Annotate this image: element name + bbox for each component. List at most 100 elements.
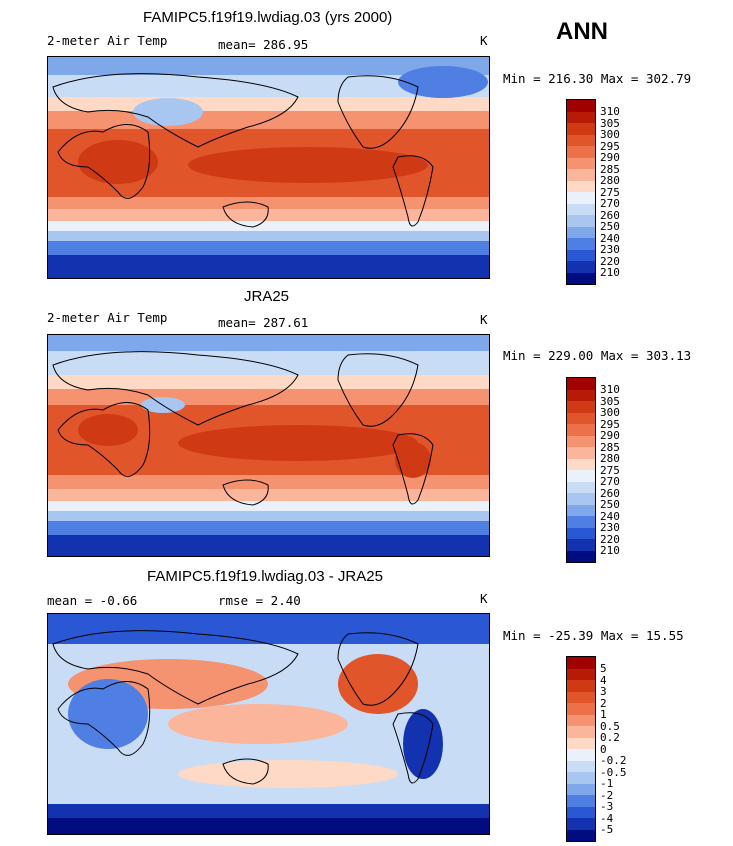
panel1-colorbar-swatch: [567, 238, 595, 250]
panel2-colorbar-swatch: [567, 458, 595, 470]
colorbar-label: 250: [600, 498, 620, 511]
colorbar-label: 0.5: [600, 719, 620, 733]
panel3-colorbar-swatch: [567, 668, 595, 680]
colorbar-label: 4: [600, 673, 607, 687]
panel1-colorbar-labels: 310 305 300 295 290 285 280 275 270 260 …: [600, 106, 620, 284]
colorbar-label: 240: [600, 509, 620, 523]
colorbar-label: 5: [600, 662, 607, 675]
panel3-mean: mean = -0.66: [47, 593, 138, 608]
panel2-colorbar-swatch: [567, 447, 595, 459]
panel1-mean: mean= 286.95: [218, 37, 309, 52]
panel2-minmax: Min = 229.00 Max = 303.13: [503, 348, 692, 363]
panel3-colorbar-swatch: [567, 657, 595, 669]
colorbar-label: 230: [600, 243, 620, 256]
panel2-colorbar-swatch: [567, 516, 595, 528]
colorbar-label: 270: [600, 475, 620, 488]
colorbar-label: 285: [600, 162, 620, 176]
colorbar-label: 2: [600, 696, 607, 710]
panel3-minmax: Min = -25.39 Max = 15.55: [503, 628, 684, 643]
panel2-colorbar-swatch: [567, 527, 595, 539]
panel3-colorbar-swatch: [567, 726, 595, 738]
panel1-colorbar-swatch: [567, 215, 595, 227]
panel3-colorbar-swatch: [567, 714, 595, 726]
panel2-colorbar-swatch: [567, 493, 595, 505]
colorbar-label: -3: [600, 800, 614, 813]
colorbar-label: 1: [600, 708, 607, 721]
colorbar-label: 250: [600, 220, 620, 233]
panel1-colorbar-swatch: [567, 203, 595, 215]
panel3-rmse: rmse = 2.40: [218, 593, 301, 608]
panel1-colorbar-swatch: [567, 111, 595, 123]
colorbar-label: -5: [600, 823, 614, 836]
panel1-colorbar-swatch: [567, 180, 595, 192]
panel3-colorbar-swatch: [567, 772, 595, 784]
colorbar-label: 300: [600, 128, 620, 141]
panel1-colorbar-swatch: [567, 249, 595, 261]
colorbar-label: 260: [600, 486, 620, 500]
colorbar-label: -1: [600, 777, 614, 790]
panel2-colorbar-swatch: [567, 550, 595, 562]
panel3-colorbar-swatch: [567, 806, 595, 818]
panel1-colorbar-swatch: [567, 146, 595, 158]
colorbar-label: 285: [600, 440, 620, 454]
colorbar-label: 290: [600, 429, 620, 442]
panel3-colorbar-swatch: [567, 829, 595, 841]
colorbar-label: -0.5: [600, 765, 627, 779]
panel2-colorbar: [566, 377, 596, 563]
panel3-colorbar-swatch: [567, 795, 595, 807]
panel3-map: [47, 613, 490, 835]
panel2-units: K: [480, 312, 488, 327]
panel2-colorbar-swatch: [567, 539, 595, 551]
colorbar-label: 230: [600, 521, 620, 534]
panel2-colorbar-swatch: [567, 435, 595, 447]
colorbar-label: 275: [600, 185, 620, 199]
colorbar-label: 275: [600, 463, 620, 477]
panel1-colorbar-swatch: [567, 157, 595, 169]
panel2-variable-label: 2-meter Air Temp: [47, 310, 168, 325]
panel2-colorbar-swatch: [567, 378, 595, 390]
panel3-title: FAMIPC5.f19f19.lwdiag.03 - JRA25: [147, 568, 383, 585]
colorbar-label: 310: [600, 105, 620, 118]
panel1-colorbar-swatch: [567, 169, 595, 181]
colorbar-label: 295: [600, 139, 620, 153]
colorbar-label: 210: [600, 544, 620, 557]
colorbar-label: 260: [600, 208, 620, 222]
panel3-colorbar-swatch: [567, 818, 595, 830]
colorbar-label: 270: [600, 197, 620, 210]
panel1-colorbar-swatch: [567, 226, 595, 238]
colorbar-label: 310: [600, 383, 620, 396]
panel3-colorbar-swatch: [567, 760, 595, 772]
colorbar-label: 0.2: [600, 731, 620, 744]
colorbar-label: 300: [600, 406, 620, 419]
colorbar-label: 295: [600, 417, 620, 431]
colorbar-label: 305: [600, 394, 620, 408]
panel1-map: [47, 56, 490, 279]
colorbar-label: -4: [600, 811, 614, 825]
colorbar-label: 305: [600, 116, 620, 130]
colorbar-label: 220: [600, 254, 620, 268]
panel1-minmax: Min = 216.30 Max = 302.79: [503, 71, 692, 86]
colorbar-label: 280: [600, 174, 620, 187]
panel1-colorbar: [566, 99, 596, 285]
panel2-colorbar-swatch: [567, 481, 595, 493]
panel2-colorbar-swatch: [567, 504, 595, 516]
panel2-colorbar-swatch: [567, 389, 595, 401]
panel3-colorbar-swatch: [567, 691, 595, 703]
colorbar-label: 220: [600, 532, 620, 546]
panel3-colorbar-swatch: [567, 737, 595, 749]
panel3-colorbar-labels: 5 4 3 2 1 0.5 0.2 0 -0.2 -0.5 -1 -2 -3 -…: [600, 663, 627, 841]
season-label: ANN: [556, 18, 608, 45]
panel1-colorbar-swatch: [567, 123, 595, 135]
panel3-colorbar: [566, 656, 596, 842]
colorbar-label: -0.2: [600, 754, 627, 767]
panel2-colorbar-labels: 310 305 300 295 290 285 280 275 270 260 …: [600, 384, 620, 562]
colorbar-label: 0: [600, 742, 607, 756]
panel1-colorbar-swatch: [567, 100, 595, 112]
panel1-units: K: [480, 33, 488, 48]
panel1-colorbar-swatch: [567, 134, 595, 146]
panel1-title: FAMIPC5.f19f19.lwdiag.03 (yrs 2000): [143, 9, 393, 26]
panel3-colorbar-swatch: [567, 703, 595, 715]
colorbar-label: 3: [600, 685, 607, 698]
panel3-colorbar-swatch: [567, 680, 595, 692]
panel1-variable-label: 2-meter Air Temp: [47, 33, 168, 48]
